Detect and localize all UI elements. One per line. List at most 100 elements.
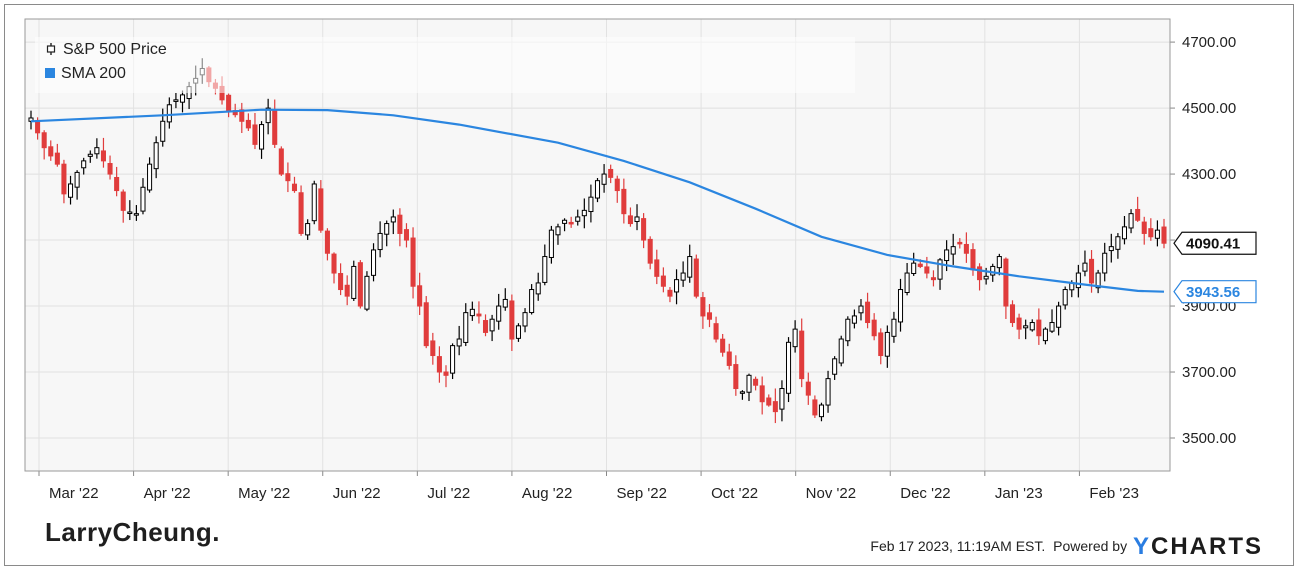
candle bbox=[581, 198, 587, 229]
x-tick-label: Apr '22 bbox=[144, 485, 191, 502]
timestamp: Feb 17 2023, 11:19AM EST. bbox=[870, 538, 1046, 554]
candle-body bbox=[1095, 272, 1101, 289]
candle bbox=[608, 164, 614, 184]
candle-body bbox=[1135, 208, 1141, 221]
candle-body bbox=[588, 196, 594, 213]
candle-body bbox=[1108, 246, 1114, 252]
candle bbox=[1062, 286, 1068, 310]
y-tick-label: 4500.00 bbox=[1182, 100, 1236, 117]
candle bbox=[614, 175, 620, 203]
candle-body bbox=[226, 94, 232, 112]
candle-body bbox=[858, 305, 864, 314]
candle bbox=[1108, 233, 1114, 263]
candle bbox=[1016, 313, 1022, 340]
ycharts-logo[interactable]: YCHARTS bbox=[1132, 533, 1263, 560]
candle bbox=[1082, 250, 1088, 277]
candle-body bbox=[54, 152, 60, 165]
candle bbox=[324, 228, 330, 261]
candle-body bbox=[641, 218, 647, 241]
candle bbox=[81, 157, 87, 175]
candle-body bbox=[371, 249, 377, 276]
candle bbox=[647, 236, 653, 270]
candle bbox=[1121, 216, 1128, 245]
candle-body bbox=[825, 378, 831, 406]
candle bbox=[1009, 300, 1016, 327]
candle-body bbox=[1003, 258, 1009, 307]
candle-body bbox=[364, 275, 370, 310]
x-tick-label: May '22 bbox=[238, 485, 290, 502]
candle-body bbox=[693, 258, 699, 297]
candle bbox=[785, 337, 792, 403]
candle bbox=[245, 113, 251, 131]
candle bbox=[950, 233, 956, 265]
candle bbox=[1102, 242, 1108, 282]
candle bbox=[1135, 196, 1141, 222]
candle-body bbox=[456, 338, 462, 347]
candle bbox=[660, 267, 666, 293]
candle-body bbox=[450, 345, 456, 374]
candle-body bbox=[298, 192, 304, 234]
candle bbox=[311, 180, 317, 225]
candle-body bbox=[41, 132, 47, 149]
candle bbox=[1042, 327, 1048, 345]
candle-body bbox=[74, 171, 80, 188]
y-tick-label: 3500.00 bbox=[1182, 430, 1236, 447]
candle bbox=[996, 253, 1002, 276]
candle-body bbox=[1042, 328, 1048, 342]
candle-body bbox=[94, 147, 100, 155]
candle-body bbox=[660, 275, 666, 287]
candle-body bbox=[1115, 236, 1121, 250]
candle-body bbox=[357, 262, 363, 307]
candle-body bbox=[759, 385, 765, 403]
candle-body bbox=[160, 120, 166, 142]
candle bbox=[107, 155, 113, 180]
candle bbox=[344, 275, 350, 306]
candle-body bbox=[166, 104, 172, 123]
candle-body bbox=[555, 226, 561, 236]
candle-body bbox=[812, 399, 818, 416]
square-icon bbox=[45, 68, 55, 78]
candle-body bbox=[272, 110, 278, 145]
candle-body bbox=[706, 312, 713, 320]
candle-body bbox=[897, 289, 904, 323]
candle-body bbox=[726, 351, 732, 366]
candle bbox=[812, 395, 818, 418]
candle-body bbox=[601, 173, 607, 185]
candle bbox=[904, 262, 910, 296]
candle bbox=[430, 332, 436, 365]
legend-item-price[interactable]: S&P 500 Price bbox=[45, 41, 167, 59]
candle bbox=[1141, 216, 1147, 245]
candle-body bbox=[1036, 319, 1042, 337]
candle bbox=[127, 200, 133, 221]
candle-body bbox=[865, 301, 871, 324]
candle bbox=[476, 301, 482, 324]
candle-body bbox=[1009, 304, 1016, 324]
candle-body bbox=[1089, 258, 1095, 284]
candle bbox=[502, 288, 508, 311]
candle-body bbox=[443, 371, 449, 376]
candle-body bbox=[950, 246, 956, 255]
candle-body bbox=[878, 332, 884, 357]
candle-body bbox=[733, 364, 739, 390]
candle bbox=[522, 308, 528, 333]
legend-item-sma[interactable]: SMA 200 bbox=[45, 65, 126, 83]
x-tick-label: Feb '23 bbox=[1089, 485, 1139, 502]
candle-body bbox=[838, 338, 844, 364]
candle-body bbox=[1148, 228, 1154, 238]
x-tick-label: Nov '22 bbox=[806, 485, 856, 502]
candle bbox=[1128, 209, 1134, 234]
candle bbox=[957, 238, 963, 249]
candle-body bbox=[667, 289, 673, 297]
candle-body bbox=[917, 263, 923, 267]
candle bbox=[166, 97, 172, 129]
candle bbox=[759, 376, 765, 415]
candle-body bbox=[884, 331, 890, 357]
candle bbox=[542, 244, 548, 286]
candle-body bbox=[35, 121, 41, 134]
candle bbox=[87, 150, 93, 163]
candle bbox=[509, 294, 515, 352]
candle bbox=[1023, 319, 1029, 340]
candle bbox=[377, 221, 383, 258]
candle bbox=[858, 299, 864, 321]
candle-body bbox=[1161, 226, 1167, 244]
